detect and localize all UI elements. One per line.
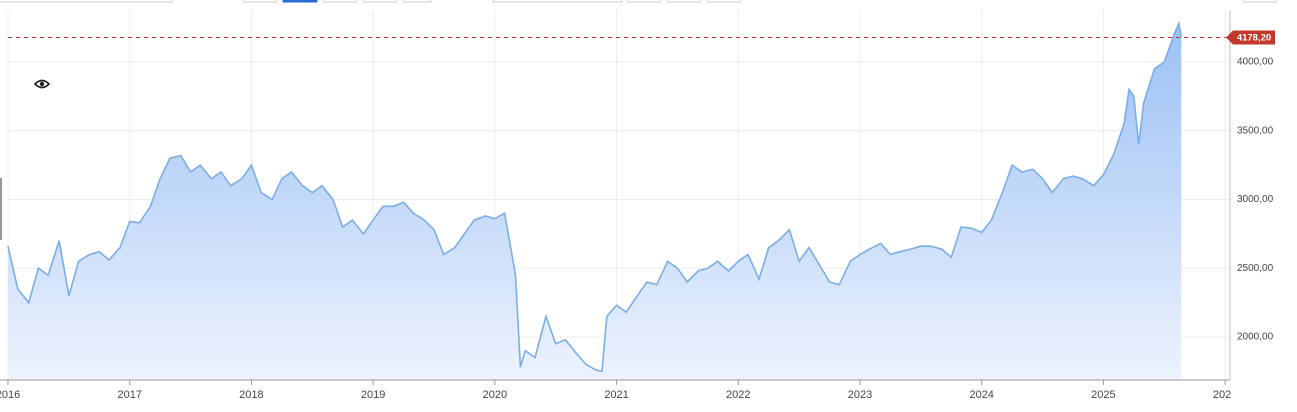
y-tick-label: 3000,00 — [1237, 194, 1274, 205]
toolbar — [0, 0, 1277, 3]
toolbar-button[interactable] — [322, 0, 358, 3]
x-tick-label: 2021 — [604, 389, 628, 401]
x-tick-label: 2017 — [117, 389, 141, 401]
y-tick-label: 2000,00 — [1237, 332, 1274, 343]
visibility-toggle[interactable] — [33, 79, 51, 89]
x-tick-label: 2023 — [848, 389, 872, 401]
x-tick-label: 2016 — [0, 389, 20, 401]
scroll-handle[interactable] — [0, 178, 2, 240]
x-tick-label: 2020 — [483, 389, 507, 401]
area-fill — [8, 23, 1182, 380]
toolbar-button[interactable] — [706, 0, 742, 3]
x-tick-labels: 2016 2017 2018 2019 2020 2021 2022 2023 2024 2025… — [0, 389, 1237, 401]
price-label: 4178,20 — [1237, 32, 1271, 43]
x-tick-label: 2019 — [361, 389, 385, 401]
plot — [7, 20, 1230, 380]
axes: 2000,002500,003000,003500,004000,0020162… — [0, 10, 1275, 401]
toolbar-button[interactable] — [242, 0, 278, 3]
toolbar-button[interactable] — [666, 0, 702, 3]
x-tick-label: 2026 — [1213, 389, 1237, 401]
toolbar-button[interactable] — [1242, 0, 1277, 3]
y-tick-label: 4000,00 — [1237, 57, 1274, 68]
toolbar-button[interactable] — [362, 0, 398, 3]
y-tick-label: 3500,00 — [1237, 125, 1274, 136]
x-tick-label: 2022 — [726, 389, 750, 401]
toolbar-button[interactable] — [626, 0, 662, 3]
area-line — [7, 20, 1183, 373]
toolbar-button[interactable] — [402, 0, 432, 3]
toolbar-field[interactable] — [492, 0, 623, 3]
y-tick-label: 2500,00 — [1237, 263, 1274, 274]
x-tick-label: 2025 — [1091, 389, 1115, 401]
x-tick-label: 2024 — [969, 389, 993, 401]
price-badge — [1226, 30, 1275, 45]
toolbar-button-active[interactable] — [282, 0, 318, 3]
toolbar-field[interactable] — [0, 0, 173, 3]
x-tick-label: 2018 — [239, 389, 263, 401]
